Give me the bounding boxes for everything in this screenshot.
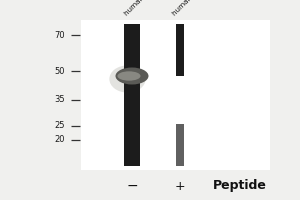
Text: 70: 70 xyxy=(54,30,64,40)
Text: +: + xyxy=(175,180,185,192)
Bar xyxy=(176,124,184,166)
Text: 35: 35 xyxy=(54,96,64,104)
Text: 20: 20 xyxy=(54,136,64,144)
Ellipse shape xyxy=(117,71,141,81)
Text: Peptide: Peptide xyxy=(213,180,267,192)
Bar xyxy=(124,24,140,166)
Text: −: − xyxy=(126,179,138,193)
Text: 25: 25 xyxy=(54,121,64,130)
Text: 50: 50 xyxy=(54,66,64,75)
Ellipse shape xyxy=(116,68,148,84)
Ellipse shape xyxy=(109,65,146,93)
Text: human testis: human testis xyxy=(123,0,161,17)
Text: human testis: human testis xyxy=(171,0,209,17)
Bar xyxy=(81,20,270,170)
Bar xyxy=(176,24,184,76)
